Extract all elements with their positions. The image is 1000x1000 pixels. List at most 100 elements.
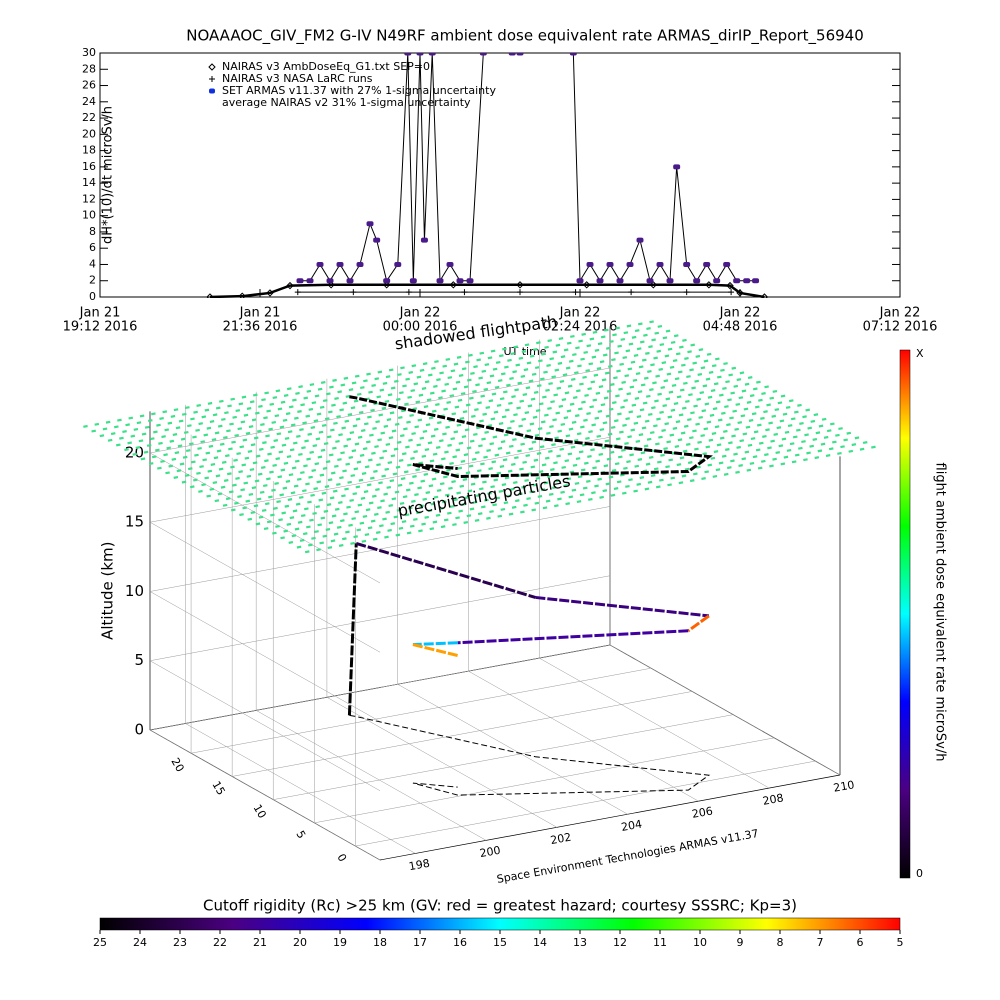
marker: [626, 261, 634, 267]
particle: [544, 413, 549, 417]
particle: [607, 364, 613, 368]
particle: [777, 401, 783, 405]
particle: [735, 402, 741, 406]
particle: [336, 482, 341, 486]
x-tick-label: 00:00 2016: [383, 320, 458, 335]
marker: [296, 278, 304, 284]
colorbar-tick-label: 6: [857, 936, 864, 949]
particle: [760, 416, 765, 420]
particle: [701, 409, 707, 413]
grid-line: [149, 436, 611, 523]
particle: [509, 487, 515, 491]
particle: [600, 335, 606, 339]
particle: [586, 344, 592, 348]
particle: [309, 518, 314, 522]
particle: [277, 475, 283, 479]
particle: [371, 384, 376, 387]
particle: [296, 434, 301, 438]
particle: [297, 520, 303, 524]
particle: [388, 368, 394, 372]
colorbar-tick-label: 8: [777, 936, 784, 949]
particle: [421, 387, 427, 390]
particle: [385, 510, 390, 514]
particle: [499, 465, 505, 468]
particle: [410, 389, 416, 393]
particle: [580, 357, 585, 361]
particle: [859, 447, 865, 451]
particle: [338, 544, 344, 547]
particle: [630, 428, 636, 432]
marker: [416, 53, 424, 56]
particle: [327, 546, 333, 550]
colorbar-tick-label: 17: [413, 936, 427, 949]
particle: [614, 462, 620, 466]
particle: [277, 407, 283, 411]
x-tick-label: Jan 22: [719, 306, 761, 321]
particle: [461, 367, 467, 371]
particle: [304, 550, 310, 554]
particle: [771, 414, 777, 418]
particle: [636, 482, 642, 486]
particle: [218, 467, 224, 471]
particle: [506, 426, 512, 430]
colorbar-tick-label: 16: [453, 936, 467, 949]
particle: [229, 422, 234, 426]
particle: [658, 367, 664, 371]
particle: [523, 368, 529, 372]
particle: [604, 371, 610, 375]
y-tick-label: 18: [82, 144, 96, 157]
particle: [513, 345, 519, 349]
particle: [363, 422, 369, 426]
particle: [643, 444, 649, 448]
particle: [531, 508, 537, 512]
particle: [696, 397, 701, 401]
particle: [241, 395, 247, 399]
particle: [535, 476, 541, 480]
particle: [374, 445, 379, 449]
particle: [411, 499, 416, 503]
particle: [369, 476, 375, 480]
particle: [645, 351, 650, 355]
particle: [647, 480, 653, 484]
y-tick-label: 10: [251, 802, 269, 821]
marker: [586, 261, 594, 267]
particle: [127, 441, 132, 445]
particle: [832, 440, 837, 444]
particle: [825, 454, 831, 457]
particle: [613, 419, 619, 423]
particle: [557, 361, 563, 365]
particle: [413, 450, 418, 454]
particle: [639, 340, 645, 344]
particle: [377, 506, 382, 510]
marker: [409, 278, 417, 284]
particle: [661, 361, 667, 365]
particle: [391, 497, 397, 501]
particle: [756, 380, 761, 384]
particle: [425, 491, 431, 494]
particle: [501, 483, 507, 487]
particle: [141, 432, 147, 436]
particle: [431, 409, 437, 413]
particle: [264, 459, 269, 463]
particle: [662, 336, 668, 340]
particle: [264, 391, 269, 395]
particle: [384, 467, 390, 471]
particle: [534, 366, 540, 370]
particle: [552, 486, 557, 490]
particle: [438, 396, 443, 400]
particle: [653, 356, 658, 360]
plot-frame: [99, 52, 901, 298]
particle: [472, 390, 477, 393]
particle: [271, 488, 276, 492]
particle: [684, 467, 690, 471]
particle: [352, 492, 358, 496]
particle: [467, 378, 472, 382]
legend-label: NAIRAS v3 AmbDoseEq_G1.txt SEP=0: [222, 60, 430, 73]
particle: [254, 411, 260, 415]
particle: [234, 501, 239, 505]
particle: [288, 405, 294, 409]
particle: [456, 423, 462, 427]
particle: [654, 331, 660, 335]
particle: [244, 456, 250, 460]
x-tick-label: 206: [691, 804, 714, 820]
